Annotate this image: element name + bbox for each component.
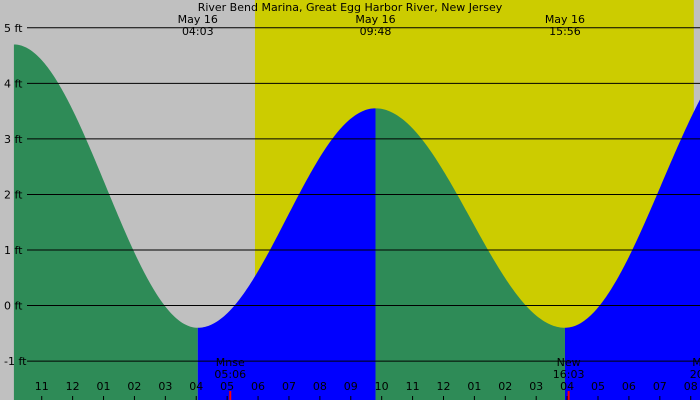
x-tick-label: 11 bbox=[35, 380, 49, 393]
labels: 5 ft 4 ft 3 ft 2 ft 1 ft 0 ft -1 ft 11 12 01 02 03 0… bbox=[4, 1, 700, 393]
moon-event-label: New bbox=[557, 356, 581, 369]
x-tick-label: 07 bbox=[282, 380, 296, 393]
rising-tide-area bbox=[197, 108, 376, 400]
x-tick-label: 08 bbox=[684, 380, 698, 393]
tide-extreme-date: May 16 bbox=[545, 13, 585, 26]
falling-tide-area bbox=[13, 44, 198, 400]
x-tick-label: 10 bbox=[375, 380, 389, 393]
x-tick-label: 03 bbox=[158, 380, 172, 393]
y-tick-label: 5 ft bbox=[4, 22, 23, 35]
x-tick-label: 02 bbox=[498, 380, 512, 393]
x-tick-label: 02 bbox=[127, 380, 141, 393]
y-tick-label: 2 ft bbox=[4, 188, 23, 201]
falling-tide-area bbox=[375, 108, 565, 400]
x-tick-label: 01 bbox=[97, 380, 111, 393]
y-tick-label: 4 ft bbox=[4, 77, 23, 90]
x-tick-label: 08 bbox=[313, 380, 327, 393]
y-tick-label: -1 ft bbox=[4, 355, 27, 368]
x-tick-label: 06 bbox=[622, 380, 636, 393]
moon-event-label: Mnse bbox=[216, 356, 245, 369]
x-tick-label: 01 bbox=[467, 380, 481, 393]
x-tick-label: 09 bbox=[344, 380, 358, 393]
y-tick-label: 3 ft bbox=[4, 133, 23, 146]
x-tick-label: 05 bbox=[591, 380, 605, 393]
tide-extreme-time: 04:03 bbox=[182, 25, 214, 38]
tide-extreme-time: 09:48 bbox=[360, 25, 392, 38]
gridlines bbox=[27, 27, 700, 400]
x-tick-label: 12 bbox=[436, 380, 450, 393]
x-tick-label: 07 bbox=[653, 380, 667, 393]
y-tick-label: 1 ft bbox=[4, 244, 23, 257]
tide-extreme-date: May 16 bbox=[178, 13, 218, 26]
moon-event-time: 16:03 bbox=[553, 368, 585, 381]
x-tick-label: 03 bbox=[529, 380, 543, 393]
moon-event-label: Mnst bbox=[692, 356, 700, 369]
x-tick-label: 06 bbox=[251, 380, 265, 393]
moon-event-time: 05:06 bbox=[214, 368, 246, 381]
x-tick-label: 12 bbox=[66, 380, 80, 393]
x-tick-label: 04 bbox=[560, 380, 574, 393]
tide-extreme-date: May 16 bbox=[355, 13, 395, 26]
x-tick-label: 04 bbox=[189, 380, 203, 393]
chart-title: River Bend Marina, Great Egg Harbor Rive… bbox=[198, 1, 503, 14]
x-tick-label: 05 bbox=[220, 380, 234, 393]
x-tick-label: 11 bbox=[406, 380, 420, 393]
moon-event-time: 20:29 bbox=[690, 368, 700, 381]
y-tick-label: 0 ft bbox=[4, 300, 23, 313]
tide-extreme-time: 15:56 bbox=[549, 25, 581, 38]
